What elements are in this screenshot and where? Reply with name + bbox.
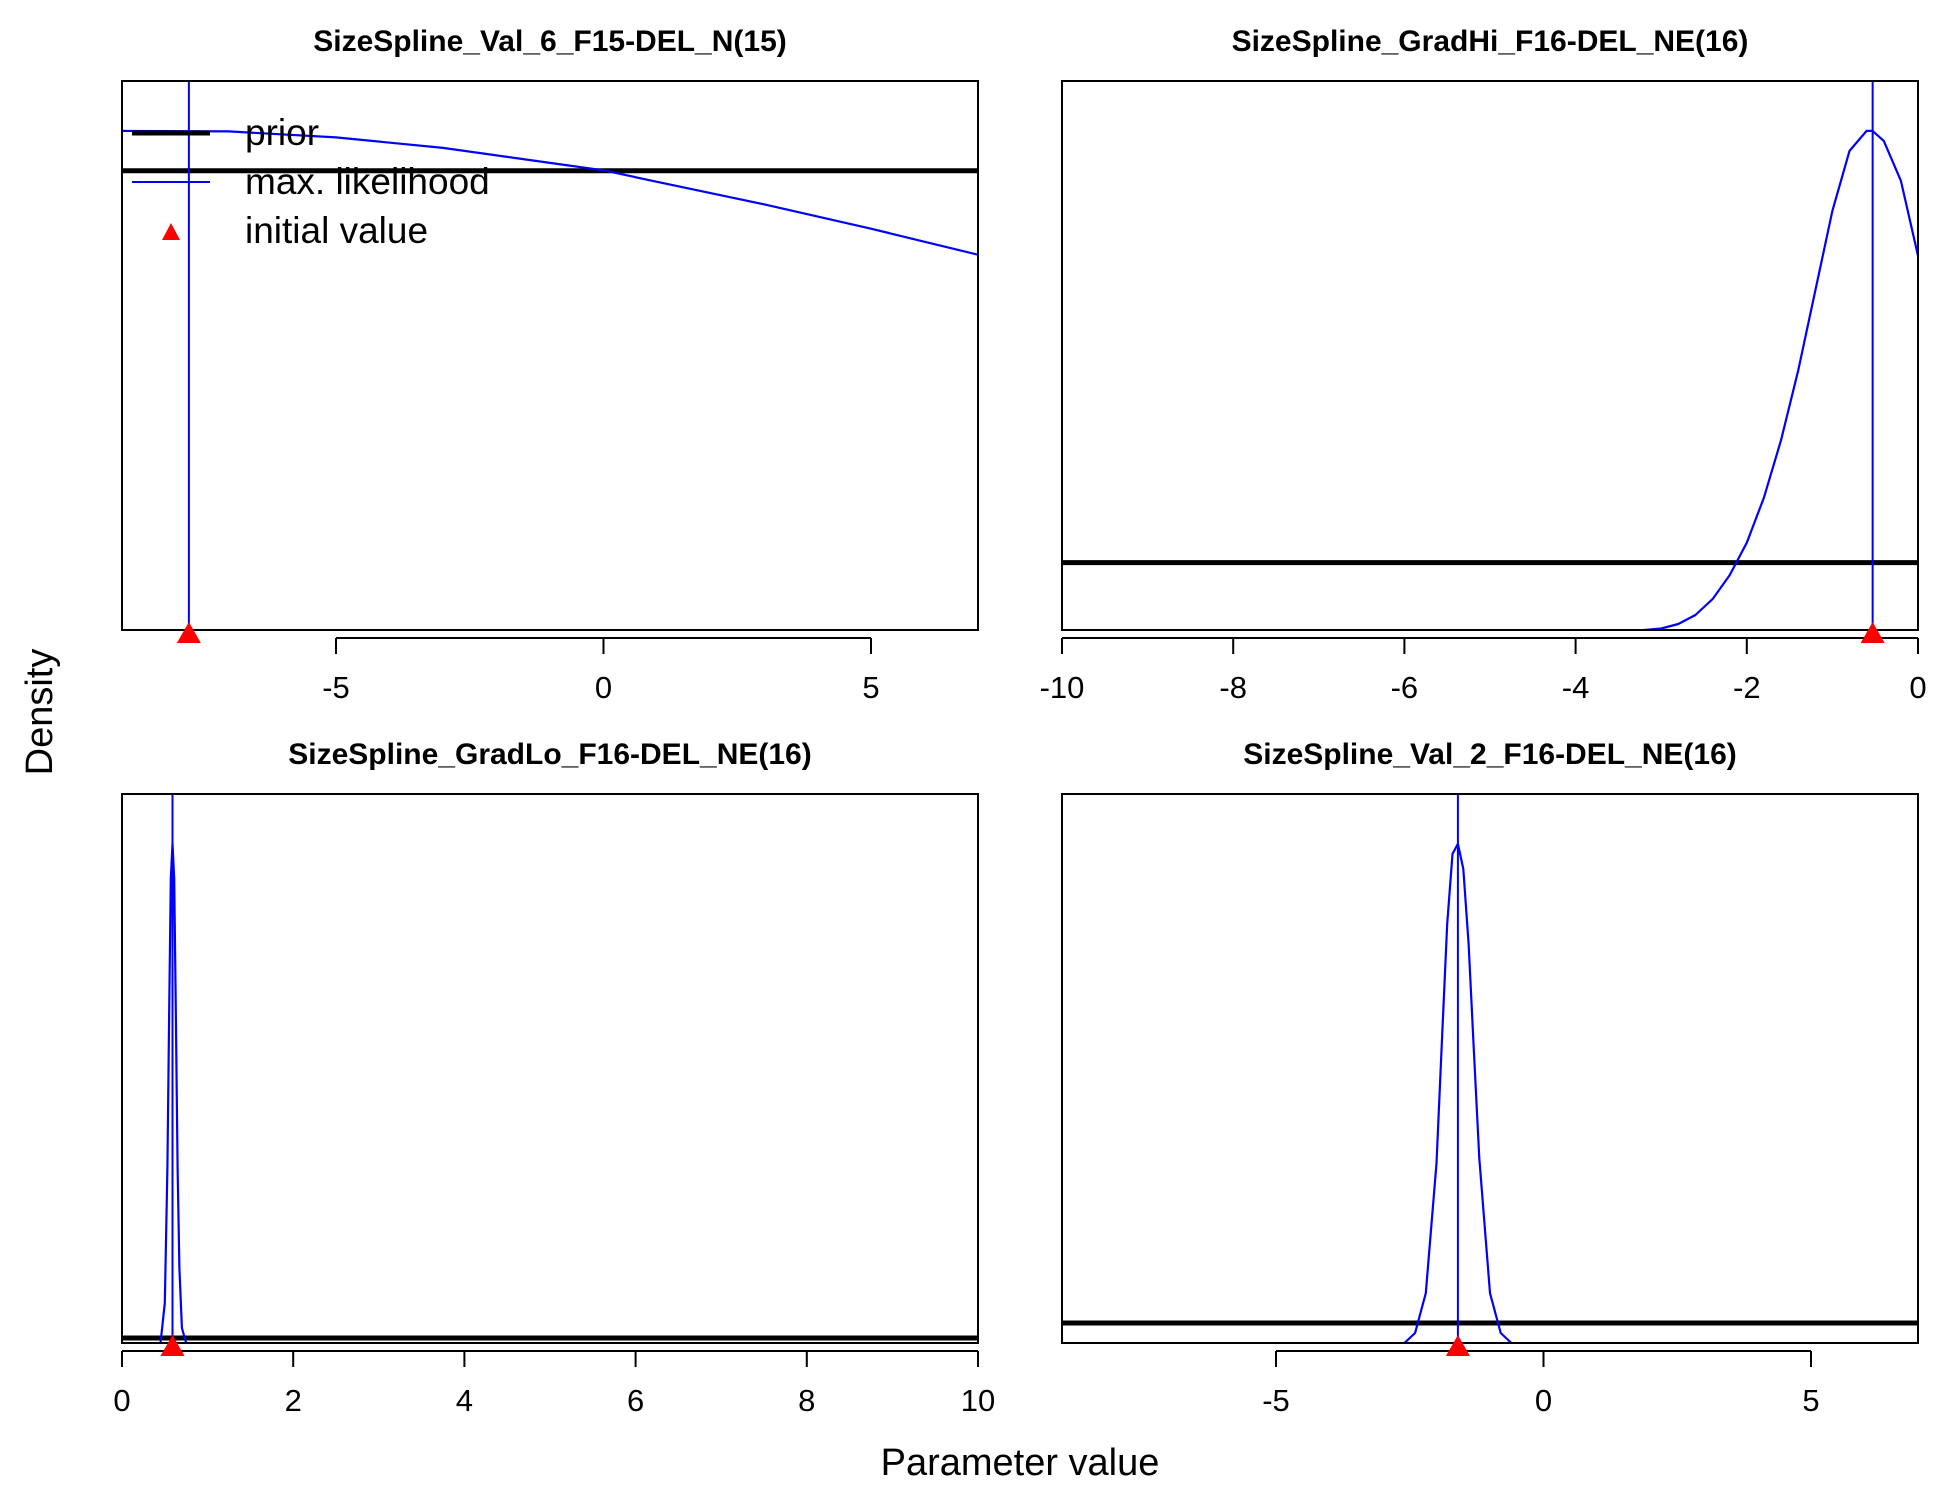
panel-4: SizeSpline_Val_2_F16-DEL_NE(16) -5 0 5: [1061, 738, 1919, 1418]
plot-area: [122, 794, 978, 1343]
x-tick-label: 5: [862, 670, 879, 705]
x-tick-label: 5: [1802, 1383, 1819, 1418]
panels: SizeSpline_Val_6_F15-DEL_N(15) -5 0 5 prior m…: [113, 25, 1926, 1418]
legend-label: prior: [245, 112, 319, 153]
x-tick-label: 0: [113, 1383, 130, 1418]
panel-title: SizeSpline_Val_6_F15-DEL_N(15): [313, 25, 787, 58]
initial-value-marker: [1445, 1335, 1470, 1356]
initial-value-marker: [176, 622, 201, 643]
panel-title: SizeSpline_Val_2_F16-DEL_NE(16): [1243, 738, 1737, 771]
likelihood-curve: [122, 129, 978, 256]
initial-value-marker: [1860, 622, 1885, 643]
y-axis-title: Density: [19, 649, 61, 776]
x-tick-label: 8: [798, 1383, 815, 1418]
panel-title: SizeSpline_GradLo_F16-DEL_NE(16): [288, 738, 811, 771]
x-tick-label: -10: [1040, 670, 1085, 705]
legend: prior max. likelihood initial value: [132, 112, 490, 251]
panel-3: SizeSpline_GradLo_F16-DEL_NE(16) 0 2 4 6 8 10: [113, 738, 995, 1418]
plot-area: [1062, 794, 1918, 1343]
plot-area: [122, 81, 978, 630]
x-tick-label: -2: [1733, 670, 1761, 705]
legend-label: max. likelihood: [245, 161, 490, 202]
x-tick-label: -6: [1391, 670, 1419, 705]
x-tick-label: -8: [1219, 670, 1247, 705]
x-tick-label: -4: [1562, 670, 1590, 705]
panel-frame: [121, 793, 979, 1344]
panel-1: SizeSpline_Val_6_F15-DEL_N(15) -5 0 5 prior m…: [121, 25, 979, 705]
x-tick-label: 0: [595, 670, 612, 705]
panel-frame: [1061, 80, 1919, 631]
plot-area: [1062, 81, 1918, 630]
panel-frame: [1061, 793, 1919, 1344]
x-tick-label: -5: [1262, 1383, 1290, 1418]
panel-frame: [121, 80, 979, 631]
x-tick-label: 10: [961, 1383, 995, 1418]
legend-label: initial value: [245, 210, 428, 251]
likelihood-curve: [1644, 129, 1918, 630]
panel-2: SizeSpline_GradHi_F16-DEL_NE(16) -10 -8 -6 -…: [1040, 25, 1927, 705]
x-tick-label: 4: [456, 1383, 473, 1418]
x-tick-label: 2: [285, 1383, 302, 1418]
x-tick-label: 0: [1535, 1383, 1552, 1418]
x-tick-label: 0: [1909, 670, 1926, 705]
x-tick-label: 6: [627, 1383, 644, 1418]
x-axis-title: Parameter value: [881, 1442, 1160, 1484]
legend-swatch-initial: [162, 223, 180, 240]
x-tick-label: -5: [322, 670, 350, 705]
panel-title: SizeSpline_GradHi_F16-DEL_NE(16): [1232, 25, 1749, 58]
initial-value-marker: [160, 1335, 185, 1356]
